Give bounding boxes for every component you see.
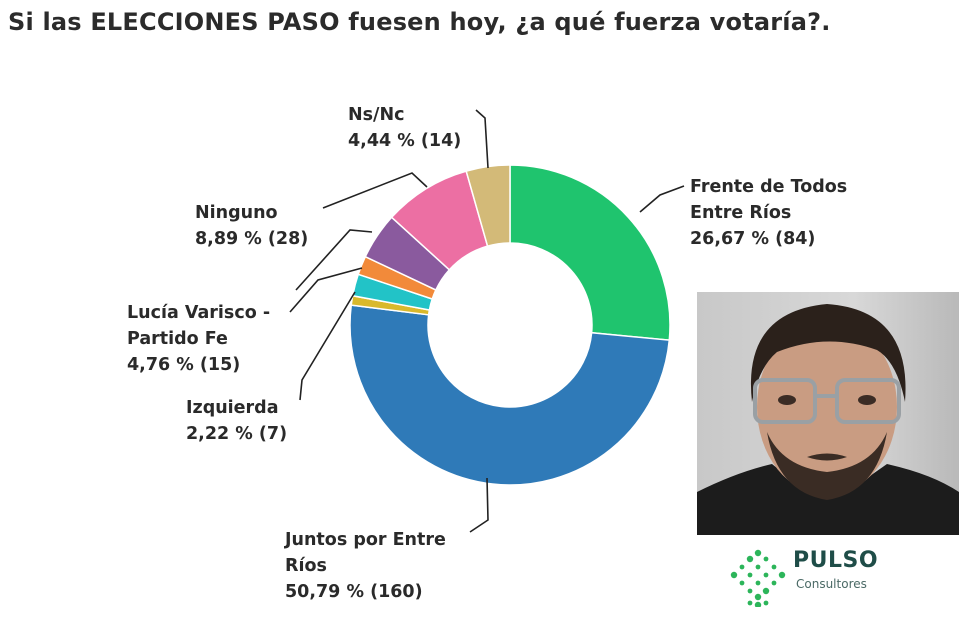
leader-line-nsnc	[475, 109, 489, 169]
logo-dots	[730, 549, 786, 607]
logo-dot	[747, 572, 753, 578]
logo-dot	[739, 564, 745, 570]
logo-dot	[771, 564, 777, 570]
chart-title: Si las ELECCIONES PASO fuesen hoy, ¿a qu…	[8, 8, 831, 36]
leader-line-lucia	[289, 267, 363, 313]
leader-line-ninguno-top	[322, 172, 428, 209]
leader-line-ninguno	[295, 229, 373, 291]
logo-dot	[754, 593, 762, 601]
leader-line-juntos	[469, 477, 489, 533]
data-label-nsnc: Ns/Nc 4,44 % (14)	[348, 105, 461, 151]
logo-dot	[762, 587, 770, 595]
logo-dot	[778, 571, 786, 579]
data-label-juntos: Juntos por Entre Ríos 50,79 % (160)	[284, 530, 446, 602]
leader-line-frente	[639, 185, 685, 213]
slice-frente	[509, 164, 671, 341]
logo-dot	[747, 588, 753, 594]
logo-dot	[771, 580, 777, 586]
logo-dot	[755, 580, 761, 586]
logo-dot	[739, 580, 745, 586]
logo-dot	[754, 549, 762, 557]
slice-juntos	[349, 304, 671, 486]
logo-dot	[747, 600, 753, 606]
logo-name: PULSO	[793, 548, 879, 573]
logo-dot	[754, 601, 762, 607]
logo-dot	[755, 564, 761, 570]
logo-dot	[763, 556, 769, 562]
logo-dot	[746, 555, 754, 563]
data-label-izquierda: Izquierda 2,22 % (7)	[186, 398, 287, 444]
data-label-lucia: Lucía Varisco -Partido Fe 4,76 % (15)	[127, 303, 270, 375]
logo-dot	[763, 572, 769, 578]
pulso-logo-icon	[730, 549, 786, 607]
logo-dot	[763, 600, 769, 606]
data-label-ninguno: Ninguno 8,89 % (28)	[195, 203, 308, 249]
leader-line-izquierda	[299, 291, 356, 401]
logo-dot	[730, 571, 738, 579]
data-label-frente: Frente de Todos Entre Ríos 26,67 % (84)	[690, 177, 847, 249]
person-photo	[697, 292, 959, 535]
person-portrait-icon	[697, 292, 959, 535]
slice-nsnc	[465, 164, 511, 248]
logo-subtitle: Consultores	[796, 577, 867, 591]
